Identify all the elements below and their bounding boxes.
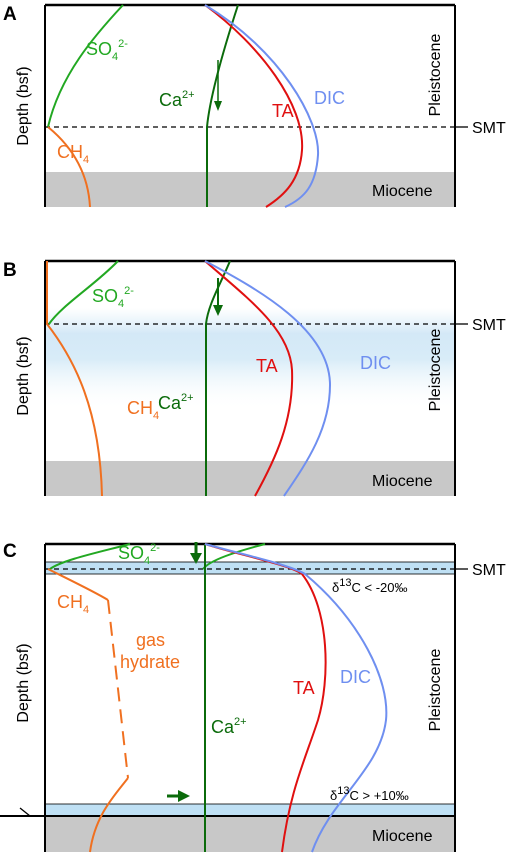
- miocene-label: Miocene: [372, 183, 433, 200]
- panel-letter: B: [3, 260, 17, 281]
- ca-curve: [205, 260, 231, 496]
- upper-blue-band: [44, 561, 456, 575]
- depth-axis-label: Depth (bsf): [15, 643, 32, 722]
- so4-curve: [49, 543, 131, 570]
- ch4-curve: [46, 261, 103, 497]
- smt-label: SMT: [472, 120, 506, 137]
- pleistocene-label: Pleistocene: [427, 34, 444, 117]
- ta-label: TA: [256, 356, 278, 376]
- ch4-curve: [47, 126, 91, 208]
- ca-arrow-head: [214, 101, 222, 111]
- delta-lower-label: δ13C > +10‰: [330, 785, 409, 803]
- boundary-arrow-head: [19, 807, 31, 817]
- gas-hydrate-label-line2: hydrate: [120, 652, 180, 672]
- panel-letter: C: [3, 541, 17, 562]
- ta-curve: [204, 4, 304, 208]
- delta-upper-label: δ13C < -20‰: [332, 577, 408, 595]
- so4-curve: [48, 260, 119, 325]
- panel-a: A Depth (bsf) Pleistocene Miocene SMT SO…: [3, 3, 506, 208]
- dic-curve: [204, 543, 388, 853]
- dic-label: DIC: [360, 353, 391, 373]
- ch4-curve-hydrate: [107, 599, 129, 779]
- panel-b: B Depth (bsf) Pleistocene Miocene SMT SO…: [3, 259, 506, 497]
- ca-label: Ca2+: [211, 716, 247, 737]
- smt-diffuse-zone: [45, 308, 455, 410]
- so4-label: SO42-: [86, 38, 128, 63]
- so4-label: SO42-: [92, 285, 134, 310]
- miocene-label: Miocene: [372, 828, 433, 845]
- so4-label: SO42-: [118, 542, 160, 567]
- dic-label: DIC: [314, 88, 345, 108]
- ch4-label: CH4: [127, 398, 159, 422]
- panel-letter: A: [3, 4, 17, 25]
- ta-label: TA: [272, 101, 294, 121]
- ch4-label: CH4: [57, 592, 89, 616]
- ca-label: Ca2+: [159, 89, 195, 110]
- miocene-band: [45, 461, 455, 496]
- ch4-curve-top: [47, 568, 109, 601]
- miocene-label: Miocene: [372, 473, 433, 490]
- ca-arrow-head: [213, 305, 223, 316]
- depth-axis-label: Depth (bsf): [15, 336, 32, 415]
- depth-axis-label: Depth (bsf): [15, 66, 32, 145]
- ch4-label: CH4: [57, 142, 89, 166]
- miocene-band: [45, 172, 455, 207]
- ch4-curve-bottom: [89, 777, 129, 853]
- dic-curve: [204, 4, 320, 208]
- pleistocene-label: Pleistocene: [427, 649, 444, 732]
- ca-label: Ca2+: [158, 392, 194, 413]
- so4-curve: [47, 4, 124, 128]
- bottom-arrow-head: [178, 790, 190, 802]
- smt-label: SMT: [472, 317, 506, 334]
- dic-label: DIC: [340, 667, 371, 687]
- smt-label: SMT: [472, 562, 506, 579]
- panel-c: C Depth (bsf) Pleistocene Miocene SMT SO…: [0, 541, 506, 853]
- gas-hydrate-label-line1: gas: [136, 630, 165, 650]
- ta-curve: [204, 260, 294, 497]
- miocene-band: [45, 816, 455, 852]
- pleistocene-label: Pleistocene: [427, 329, 444, 412]
- top-arrow-head: [190, 553, 202, 564]
- ta-label: TA: [293, 678, 315, 698]
- dic-curve: [204, 260, 332, 497]
